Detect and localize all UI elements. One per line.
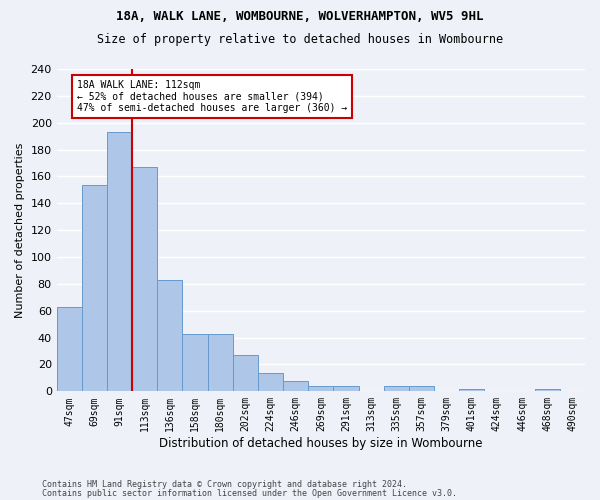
- Bar: [258, 372, 283, 392]
- Bar: [82, 184, 107, 392]
- Text: 18A, WALK LANE, WOMBOURNE, WOLVERHAMPTON, WV5 9HL: 18A, WALK LANE, WOMBOURNE, WOLVERHAMPTON…: [116, 10, 484, 23]
- Text: Contains HM Land Registry data © Crown copyright and database right 2024.: Contains HM Land Registry data © Crown c…: [42, 480, 407, 489]
- Bar: [107, 132, 132, 392]
- X-axis label: Distribution of detached houses by size in Wombourne: Distribution of detached houses by size …: [159, 437, 482, 450]
- Bar: [182, 334, 208, 392]
- Text: Size of property relative to detached houses in Wombourne: Size of property relative to detached ho…: [97, 32, 503, 46]
- Bar: [56, 306, 82, 392]
- Bar: [409, 386, 434, 392]
- Bar: [334, 386, 359, 392]
- Bar: [308, 386, 334, 392]
- Bar: [132, 167, 157, 392]
- Bar: [208, 334, 233, 392]
- Text: Contains public sector information licensed under the Open Government Licence v3: Contains public sector information licen…: [42, 488, 457, 498]
- Bar: [459, 388, 484, 392]
- Text: 18A WALK LANE: 112sqm
← 52% of detached houses are smaller (394)
47% of semi-det: 18A WALK LANE: 112sqm ← 52% of detached …: [77, 80, 347, 113]
- Bar: [535, 388, 560, 392]
- Y-axis label: Number of detached properties: Number of detached properties: [15, 142, 25, 318]
- Bar: [157, 280, 182, 392]
- Bar: [384, 386, 409, 392]
- Bar: [233, 355, 258, 392]
- Bar: [283, 380, 308, 392]
